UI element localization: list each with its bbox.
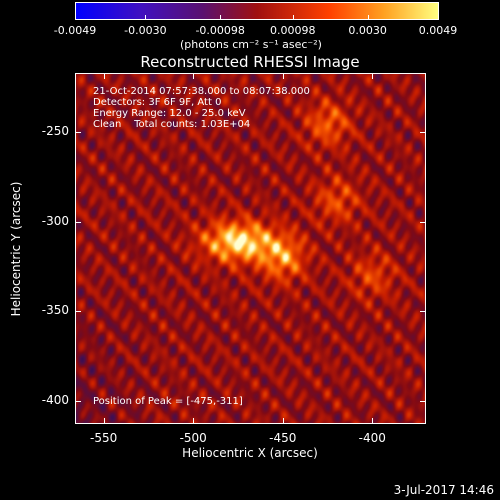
colorbar-tick	[145, 15, 147, 20]
colorbar	[75, 2, 439, 20]
x-tick	[103, 73, 105, 79]
x-tick-label: -450	[269, 431, 297, 445]
plot-frame	[75, 73, 426, 424]
x-tick	[193, 73, 195, 79]
colorbar-tick	[367, 15, 369, 20]
y-tick	[420, 400, 426, 402]
x-tick-label: -550	[90, 431, 118, 445]
colorbar-tick	[292, 15, 294, 20]
y-axis-title: Heliocentric Y (arcsec)	[9, 181, 23, 317]
x-tick-label: -400	[358, 431, 386, 445]
clean-counts: Clean Total counts: 1.03E+04	[93, 119, 251, 130]
y-tick	[420, 311, 426, 313]
time-range: 21-Oct-2014 07:57:38.000 to 08:07:38.000	[93, 86, 310, 97]
y-tick-label: -400	[41, 392, 69, 407]
x-tick	[282, 73, 284, 79]
y-tick	[75, 221, 81, 223]
y-tick	[75, 132, 81, 134]
peak-position: Position of Peak = [-475,-311]	[93, 396, 243, 407]
y-tick-label: -300	[41, 213, 69, 228]
x-tick	[372, 418, 374, 424]
energy-range: Energy Range: 12.0 - 25.0 keV	[93, 108, 246, 119]
detectors: Detectors: 3F 6F 9F, Att 0	[93, 97, 222, 108]
colorbar-tick	[75, 15, 76, 20]
y-tick-label: -350	[41, 303, 69, 318]
x-tick	[282, 418, 284, 424]
y-tick	[75, 311, 81, 313]
colorbar-tick-label: -0.00098	[195, 24, 245, 37]
y-tick	[75, 400, 81, 402]
x-tick	[193, 418, 195, 424]
colorbar-tick-label: -0.0049	[53, 24, 97, 37]
x-tick	[372, 73, 374, 79]
y-tick-label: -250	[41, 124, 69, 139]
colorbar-tick-label: 0.0030	[348, 24, 387, 37]
date-stamp: 3-Jul-2017 14:46	[393, 483, 494, 497]
solar-image	[75, 73, 426, 424]
y-tick	[420, 221, 426, 223]
colorbar-tick-label: 0.00098	[270, 24, 316, 37]
plot-title: Reconstructed RHESSI Image	[140, 53, 360, 71]
y-tick	[420, 132, 426, 134]
colorbar-tick	[438, 15, 439, 20]
x-tick-label: -500	[179, 431, 207, 445]
colorbar-units: (photons cm⁻² s⁻¹ asec⁻²)	[180, 38, 322, 51]
colorbar-tick-label: -0.0030	[124, 24, 167, 37]
colorbar-tick-label: 0.0049	[418, 24, 458, 37]
x-tick	[103, 418, 105, 424]
x-axis-title: Heliocentric X (arcsec)	[182, 446, 318, 460]
observation-info: 21-Oct-2014 07:57:38.000 to 08:07:38.000…	[93, 86, 310, 130]
colorbar-tick	[220, 15, 222, 20]
